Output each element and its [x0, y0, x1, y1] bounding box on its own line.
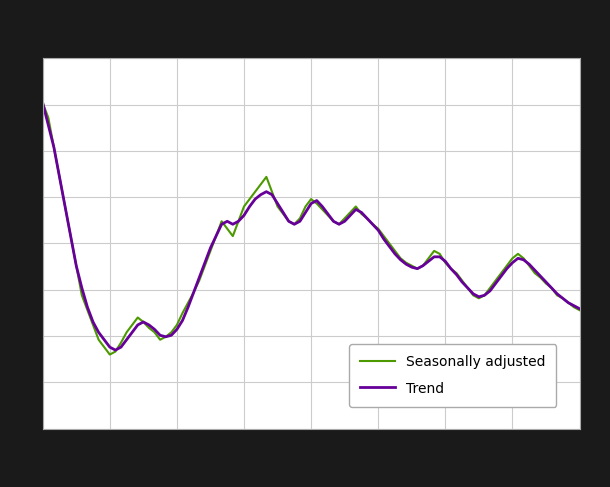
- Line: Trend: Trend: [43, 103, 580, 350]
- Trend: [184, 304, 192, 310]
- Trend: [576, 306, 583, 312]
- Seasonally adjusted: [458, 278, 465, 283]
- Trend: [56, 174, 63, 180]
- Trend: [78, 285, 85, 291]
- Legend: Seasonally adjusted, Trend: Seasonally adjusted, Trend: [349, 344, 556, 407]
- Trend: [352, 206, 359, 212]
- Seasonally adjusted: [56, 174, 63, 180]
- Seasonally adjusted: [106, 352, 113, 357]
- Seasonally adjusted: [184, 300, 192, 306]
- Seasonally adjusted: [78, 292, 85, 298]
- Line: Seasonally adjusted: Seasonally adjusted: [43, 103, 580, 355]
- Seasonally adjusted: [313, 201, 320, 206]
- Seasonally adjusted: [576, 307, 583, 313]
- Seasonally adjusted: [39, 100, 46, 106]
- Seasonally adjusted: [352, 204, 359, 209]
- Trend: [458, 279, 465, 285]
- Trend: [313, 198, 320, 204]
- Trend: [39, 100, 46, 106]
- Trend: [112, 347, 119, 353]
